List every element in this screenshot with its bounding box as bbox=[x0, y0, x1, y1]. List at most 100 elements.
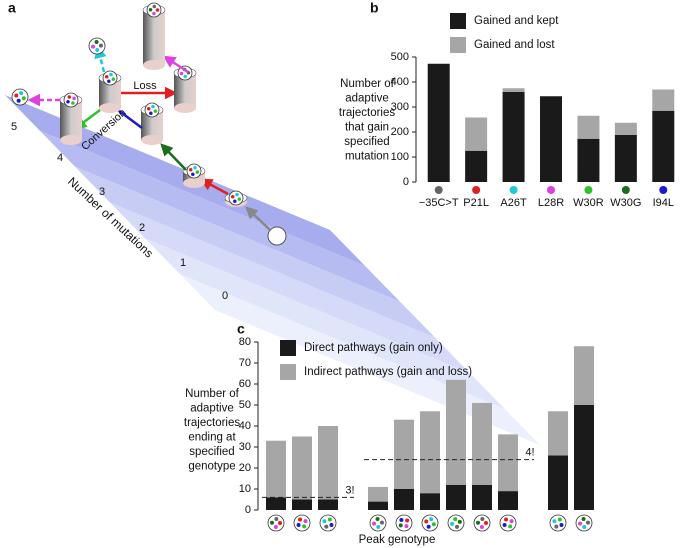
cylinder bbox=[99, 78, 121, 108]
genotype-dot bbox=[273, 524, 278, 529]
bar-segment bbox=[292, 499, 312, 510]
genotype-dot bbox=[230, 194, 235, 199]
genotype-dot bbox=[324, 524, 329, 529]
arrow bbox=[162, 55, 189, 74]
genotype-dot bbox=[179, 71, 184, 76]
reference-label: 4! bbox=[525, 447, 534, 459]
genotype-dot bbox=[67, 95, 72, 99]
genotype-icon bbox=[447, 514, 465, 532]
arrow bbox=[245, 206, 271, 231]
y-tick-label: 10 bbox=[239, 483, 251, 495]
y-axis-label: Number of bbox=[185, 388, 239, 400]
x-tick-label: I94L bbox=[653, 197, 674, 209]
genotype-dot bbox=[109, 72, 113, 77]
bar-segment bbox=[292, 436, 312, 500]
genotype-dot bbox=[151, 104, 155, 109]
genotype-dot bbox=[94, 40, 99, 45]
genotype-dot bbox=[399, 517, 404, 522]
genotype-dot bbox=[152, 4, 157, 9]
category-marker bbox=[584, 186, 593, 194]
y-tick-label: 20 bbox=[239, 462, 251, 474]
bar-segment bbox=[652, 110, 675, 182]
y-axis-label: adaptive bbox=[190, 403, 233, 415]
genotype-dot bbox=[429, 517, 434, 522]
genotype-dot bbox=[98, 43, 103, 48]
legend-label: Gained and kept bbox=[474, 15, 559, 27]
category-marker bbox=[547, 186, 555, 194]
genotype-dot bbox=[235, 192, 239, 197]
genotype-dot bbox=[552, 519, 557, 524]
genotype-dot bbox=[21, 96, 26, 101]
plane-band bbox=[75, 166, 435, 338]
bar-segment bbox=[498, 491, 518, 510]
x-tick-label: L28R bbox=[538, 197, 564, 209]
genotype-dot bbox=[379, 520, 384, 525]
cylinder-base bbox=[183, 178, 205, 188]
bar-segment bbox=[427, 63, 450, 182]
x-tick-label: W30G bbox=[610, 197, 641, 209]
genotype-icon bbox=[102, 70, 118, 86]
mutation-level: 3 bbox=[99, 186, 105, 198]
bar-segment bbox=[574, 346, 594, 405]
bar-segment bbox=[540, 96, 562, 182]
genotype-dot bbox=[278, 521, 282, 525]
genotype-dot bbox=[557, 517, 562, 522]
genotype-dot bbox=[66, 100, 70, 104]
y-axis-label: that gain bbox=[345, 122, 389, 134]
y-axis-label: specified bbox=[344, 136, 389, 148]
y-tick-label: 500 bbox=[391, 51, 409, 63]
bar-segment bbox=[614, 122, 637, 135]
genotype-dot bbox=[270, 520, 275, 525]
bar-segment bbox=[318, 499, 338, 510]
bar-segment bbox=[318, 426, 338, 500]
genotype-dot bbox=[183, 74, 187, 79]
genotype-dot bbox=[71, 101, 75, 105]
y-tick-label: 400 bbox=[391, 76, 409, 88]
arrow-label: Loss bbox=[133, 80, 157, 92]
bar-segment bbox=[548, 411, 568, 456]
genotype-dot bbox=[431, 522, 436, 527]
genotype-dot bbox=[148, 8, 153, 12]
legend-label: Direct pathways (gain only) bbox=[304, 342, 443, 354]
genotype-dot bbox=[585, 520, 590, 525]
genotype-icon bbox=[63, 92, 79, 108]
genotype-dot bbox=[453, 517, 458, 522]
genotype-dot bbox=[581, 517, 586, 522]
genotype-dot bbox=[153, 109, 158, 113]
legend-swatch bbox=[280, 364, 296, 380]
genotype-dot bbox=[155, 8, 160, 12]
cylinder-base bbox=[174, 103, 196, 113]
plane-band bbox=[40, 130, 400, 302]
genotype-dot bbox=[303, 519, 308, 524]
bar-segment bbox=[394, 489, 414, 510]
genotype-dot bbox=[398, 523, 403, 528]
bar-segment bbox=[465, 117, 488, 151]
genotype-dot bbox=[404, 524, 409, 529]
reference-label: 3! bbox=[345, 484, 354, 496]
bar-segment bbox=[502, 92, 525, 182]
bar-segment bbox=[498, 434, 518, 492]
genotype-dot bbox=[16, 98, 21, 103]
genotype-dot bbox=[455, 524, 460, 529]
genotype-dot bbox=[104, 74, 109, 79]
cylinder-base bbox=[60, 135, 82, 145]
genotype-dot bbox=[559, 522, 564, 527]
mutation-level: 2 bbox=[139, 222, 145, 234]
genotype-icon bbox=[144, 102, 160, 118]
genotype-dot bbox=[322, 519, 327, 524]
cylinder bbox=[174, 73, 196, 108]
legend-label: Indirect pathways (gain and loss) bbox=[304, 366, 472, 378]
plane-band bbox=[110, 202, 470, 374]
genotype-dot bbox=[329, 522, 334, 527]
genotype-dot bbox=[578, 521, 583, 526]
genotype-dot bbox=[14, 93, 19, 98]
y-axis-label: genotype bbox=[188, 461, 235, 473]
genotype-dot bbox=[19, 91, 24, 96]
plane-band bbox=[145, 238, 505, 410]
legend-swatch bbox=[450, 37, 466, 53]
genotype-node bbox=[267, 226, 287, 246]
genotype-dot bbox=[376, 524, 381, 529]
genotype-dot bbox=[146, 106, 151, 111]
y-tick-label: 200 bbox=[391, 126, 409, 138]
